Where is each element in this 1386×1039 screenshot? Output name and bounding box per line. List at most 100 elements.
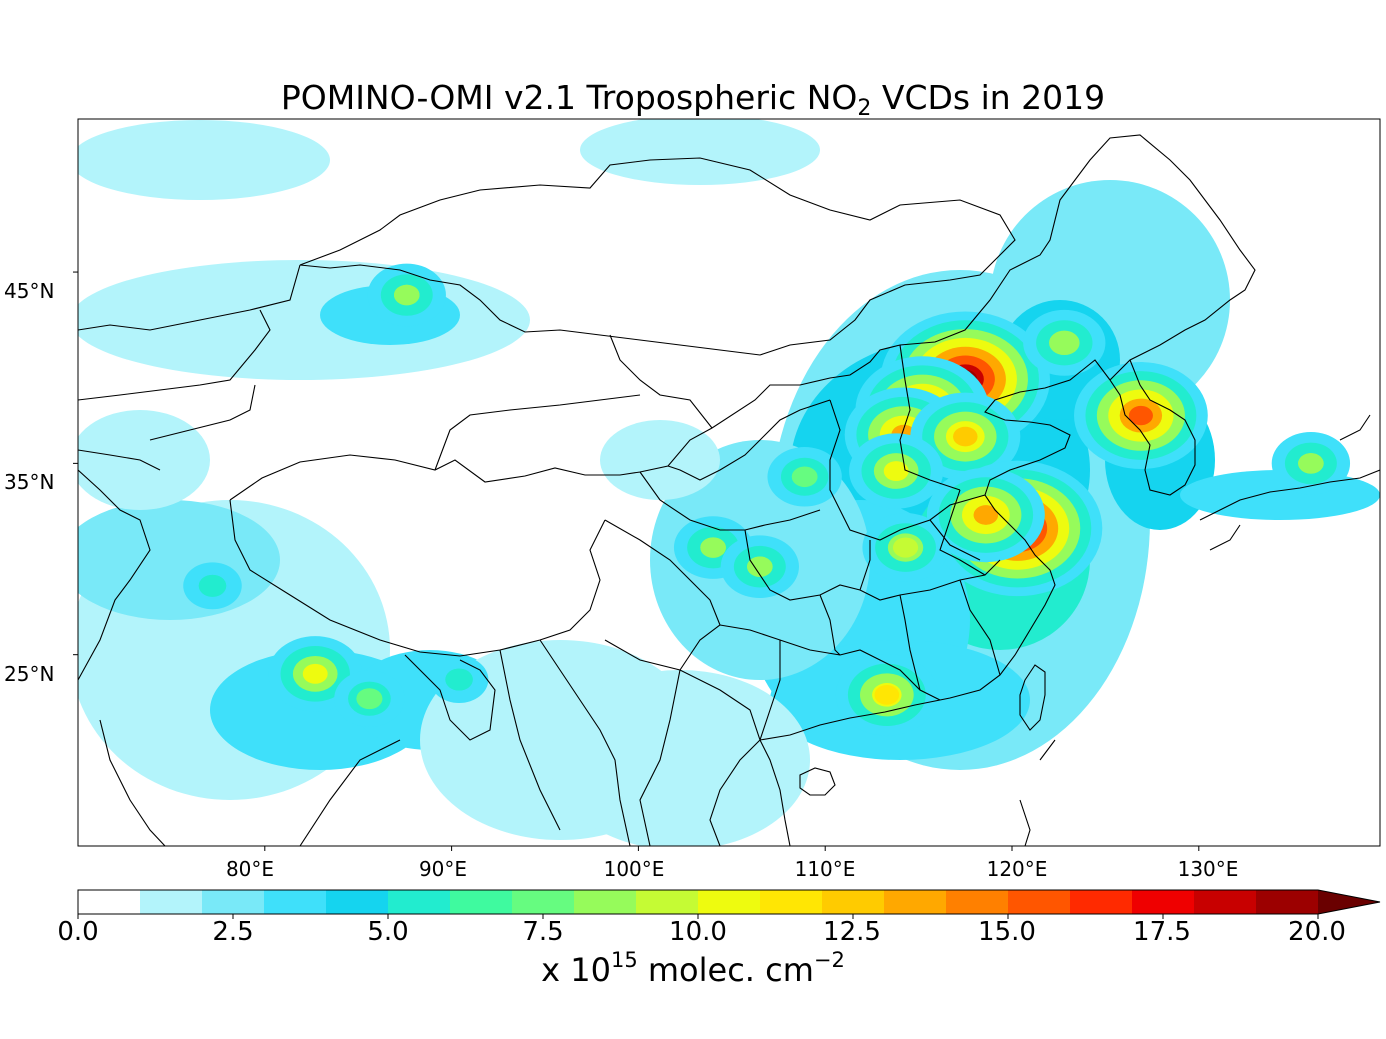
- hotspot-ring: [892, 537, 919, 558]
- hotspot-pearl-river-delta: [835, 654, 938, 736]
- colorbar-segment-11: [760, 890, 823, 914]
- india-border: [78, 469, 401, 846]
- colorbar-tick-2-5: 2.5: [212, 917, 254, 947]
- field-patch-21: [600, 420, 720, 500]
- lon-label-100e: 100°E: [603, 857, 665, 881]
- hotspot-chongqing: [720, 535, 799, 599]
- colorbar-segment-17: [1132, 890, 1195, 914]
- se-asia-borders: [604, 639, 761, 846]
- hotspot-ring: [302, 663, 328, 684]
- hotspot-ring: [393, 284, 420, 306]
- colorbar-segment-4: [326, 890, 389, 914]
- hotspot-urumqi: [367, 263, 446, 327]
- colorbar-segment-1: [140, 890, 203, 914]
- hotspot-ring: [1298, 453, 1324, 474]
- title-suffix: VCDs in 2019: [871, 78, 1106, 117]
- colorbar-segment-3: [264, 890, 327, 914]
- taiwan-coast: [1019, 664, 1046, 731]
- vietnam-coast: [759, 739, 791, 846]
- colorbar-segment-5: [388, 890, 451, 914]
- colorbar-tick-12-5: 12.5: [823, 917, 881, 947]
- lon-label-110e: 110°E: [794, 857, 856, 881]
- title-prefix: POMINO-OMI v2.1 Tropospheric NO: [280, 78, 858, 117]
- cb-label-prefix: x 10: [541, 951, 611, 989]
- colorbar-segment-2: [202, 890, 265, 914]
- colorbar-segment-16: [1070, 890, 1133, 914]
- hotspot-delhi-region: [183, 562, 242, 610]
- hotspot-ring: [356, 688, 383, 710]
- hotspot-seoul: [1074, 362, 1208, 470]
- japan-coast: [1199, 414, 1380, 551]
- hotspot-wuhan: [862, 513, 949, 583]
- hainan-coast: [799, 767, 836, 796]
- country-borders: [78, 134, 1380, 846]
- map-frame: [77, 118, 1381, 847]
- lon-label-80e: 80°E: [225, 857, 275, 881]
- lat-label-45n: 45°N: [4, 279, 55, 303]
- korea-border: [1109, 359, 1196, 496]
- field-patch-19: [580, 119, 820, 185]
- hotspot-xian: [767, 447, 842, 507]
- colorbar-segment-19: [1256, 890, 1319, 914]
- colorbar-tick-15: 15.0: [978, 917, 1036, 947]
- field-patch-16: [78, 260, 530, 380]
- field-patch-18: [78, 120, 330, 200]
- colorbar-segment-12: [822, 890, 885, 914]
- colorbar-tick-7-5: 7.5: [522, 917, 564, 947]
- colorbar-segment-0: [78, 890, 141, 914]
- title-subscript: 2: [857, 96, 872, 121]
- hotspot-ring: [700, 537, 726, 558]
- colorbar-segment-13: [884, 890, 947, 914]
- hotspot-ring: [1128, 405, 1153, 426]
- hotspot-tokyo-osaka: [1271, 432, 1351, 495]
- colorbar-tick-5: 5.0: [367, 917, 409, 947]
- colorbar-segment-6: [450, 890, 513, 914]
- hotspot-india-kolkata: [334, 670, 405, 727]
- colorbar-tick-0: 0.0: [57, 917, 99, 947]
- cb-label-middle: molec. cm: [637, 951, 814, 989]
- colorbar-segment-10: [698, 890, 761, 914]
- chart-title: POMINO-OMI v2.1 Tropospheric NO2 VCDs in…: [0, 78, 1386, 121]
- cb-label-exp2: −2: [813, 948, 845, 972]
- hotspot-ring: [791, 466, 818, 488]
- hotspot-jiangsu: [926, 467, 1045, 563]
- lon-label-130e: 130°E: [1177, 857, 1239, 881]
- hotspot-henan: [849, 433, 944, 509]
- lat-label-35n: 35°N: [4, 470, 55, 494]
- lon-label-90e: 90°E: [418, 857, 468, 881]
- himalaya-border: [229, 499, 606, 657]
- bangladesh-border: [404, 654, 496, 741]
- colorbar-segment-7: [512, 890, 575, 914]
- colorbar-tick-20: 20.0: [1288, 917, 1346, 947]
- field-patch-20: [78, 410, 210, 510]
- cb-label-exp1: 15: [610, 948, 638, 972]
- hotspot-ring: [198, 574, 227, 597]
- map-area: [78, 119, 1380, 846]
- colorbar-tick-17-5: 17.5: [1133, 917, 1191, 947]
- colorbar-tick-10: 10.0: [669, 917, 727, 947]
- hotspot-ring: [883, 461, 909, 481]
- province-borders: [434, 334, 1001, 741]
- hotspot-ring: [874, 684, 900, 705]
- hotspot-liaoning: [1023, 309, 1106, 376]
- mongolia-border: [299, 157, 1016, 356]
- philippines-coast: [1019, 739, 1056, 846]
- central-asia-borders: [78, 309, 271, 471]
- colorbar-label: x 1015 molec. cm−2: [0, 948, 1386, 989]
- hotspot-ring: [1051, 332, 1077, 353]
- hotspot-ring: [953, 426, 978, 447]
- hotspot-ring: [747, 556, 773, 577]
- myanmar-border: [499, 639, 631, 846]
- colorbar-segment-18: [1194, 890, 1257, 914]
- colorbar: [77, 889, 1381, 919]
- china-coast: [759, 359, 1111, 741]
- field-patch-11: [78, 500, 280, 620]
- colorbar-segment-14: [946, 890, 1009, 914]
- colorbar-extend-arrow: [1318, 890, 1380, 914]
- hotspot-ring: [445, 668, 473, 691]
- map-axis-ticks: [73, 271, 1200, 851]
- no2-hotspots: [183, 263, 1351, 736]
- colorbar-segment-9: [636, 890, 699, 914]
- field-patch-15: [550, 670, 810, 846]
